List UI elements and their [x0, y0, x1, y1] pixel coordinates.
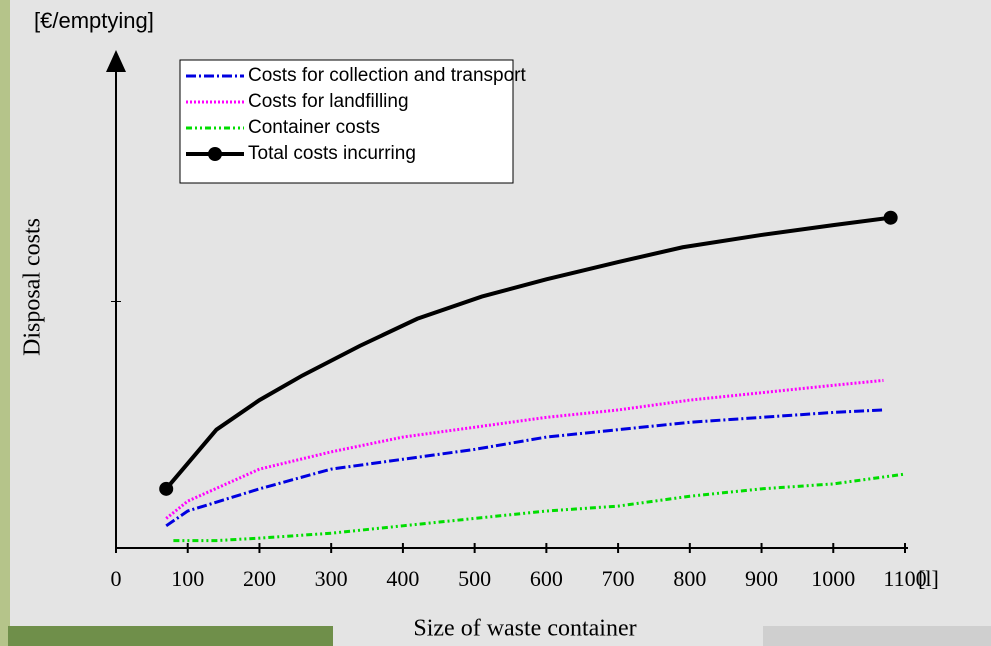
x-axis-label: Size of waste container — [413, 616, 636, 642]
legend-label: Container costs — [248, 117, 380, 138]
x-tick-label: 500 — [458, 566, 491, 591]
y-unit: [€/emptying] — [34, 8, 154, 33]
legend-label: Costs for landfilling — [248, 91, 409, 112]
photo-left — [8, 626, 333, 646]
x-tick-label: 300 — [315, 566, 348, 591]
x-tick-label: 100 — [171, 566, 204, 591]
legend-label: Costs for collection and transport — [248, 65, 526, 86]
y-axis-label: Disposal costs — [20, 218, 46, 356]
photo-edge — [0, 0, 10, 646]
x-tick-label: 600 — [530, 566, 563, 591]
legend-marker — [208, 147, 222, 161]
x-tick-label: 0 — [111, 566, 122, 591]
end-marker — [159, 482, 173, 496]
end-marker — [884, 211, 898, 225]
x-tick-label: 1100 — [883, 566, 926, 591]
x-tick-label: 400 — [386, 566, 419, 591]
x-tick-label: 1000 — [811, 566, 855, 591]
x-tick-label: 700 — [602, 566, 635, 591]
chart: [€/emptying] [l] Disposal costs Size of … — [0, 0, 991, 646]
photo-right — [763, 626, 991, 646]
legend-label: Total costs incurring — [248, 143, 416, 164]
x-tick-label: 800 — [673, 566, 706, 591]
x-tick-label: 900 — [745, 566, 778, 591]
x-tick-label: 200 — [243, 566, 276, 591]
